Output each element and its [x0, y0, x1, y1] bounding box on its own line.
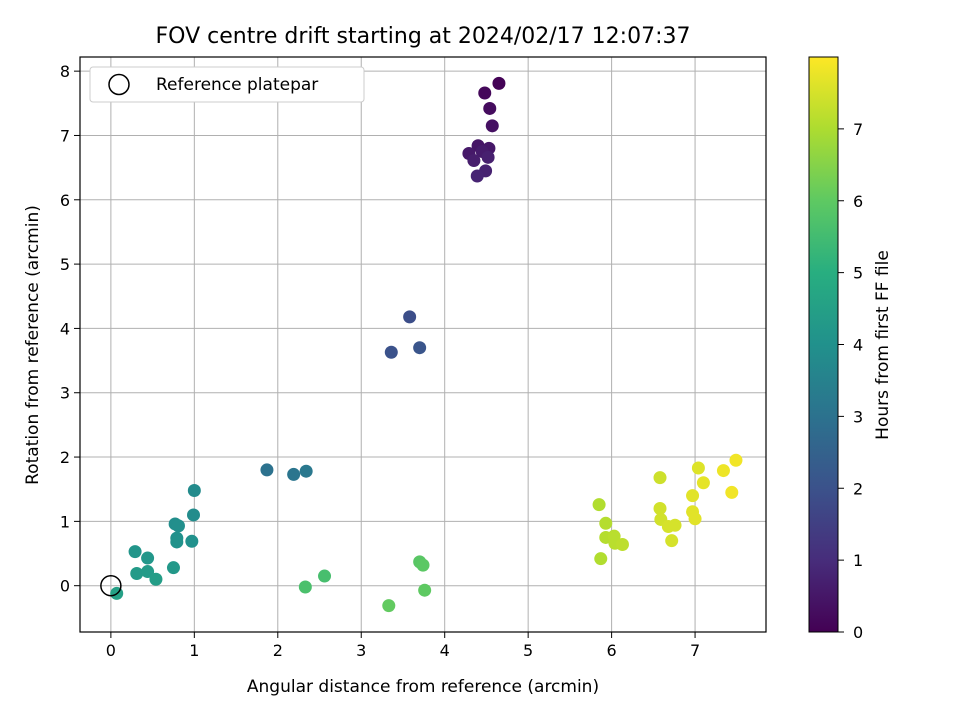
data-point — [665, 534, 679, 548]
data-point — [485, 119, 499, 133]
data-point — [141, 565, 155, 579]
data-point — [696, 476, 710, 490]
colorbar-gradient — [808, 56, 839, 633]
y-tick-label: 1 — [60, 512, 70, 531]
y-tick-label: 6 — [60, 191, 70, 210]
x-axis-label: Angular distance from reference (arcmin) — [247, 677, 599, 697]
colorbar-tick-label: 3 — [853, 407, 863, 426]
colorbar-tick-label: 6 — [853, 192, 863, 211]
data-point — [483, 101, 497, 115]
legend: Reference platepar — [89, 66, 365, 103]
y-axis-ticks: 0 1 2 3 4 5 6 7 8 — [60, 62, 80, 596]
data-point — [130, 566, 144, 580]
y-tick-label: 2 — [60, 448, 70, 467]
y-tick-label: 4 — [60, 319, 70, 338]
colorbar-tick-label: 4 — [853, 336, 863, 355]
x-tick-label: 4 — [440, 641, 450, 660]
data-point — [492, 76, 506, 90]
data-point — [615, 538, 629, 552]
colorbar-tick-label: 2 — [853, 479, 863, 498]
data-point — [187, 484, 201, 498]
data-point — [382, 599, 396, 613]
colorbar-tick-label: 0 — [853, 623, 863, 642]
y-tick-label: 3 — [60, 384, 70, 403]
reference-point-marker — [100, 574, 122, 597]
y-tick-label: 7 — [60, 126, 70, 145]
data-point — [384, 345, 398, 359]
colorbar-label: Hours from first FF file — [873, 250, 893, 440]
data-point — [185, 534, 199, 548]
data-point — [729, 453, 743, 467]
data-point — [653, 502, 667, 516]
data-point — [470, 169, 484, 183]
y-tick-label: 0 — [60, 577, 70, 596]
data-point — [481, 150, 495, 164]
colorbar-tick-label: 5 — [853, 264, 863, 283]
legend-marker-icon — [108, 73, 130, 96]
data-point — [166, 561, 180, 575]
data-point — [171, 519, 185, 533]
data-point — [599, 516, 613, 530]
x-tick-label: 6 — [607, 641, 617, 660]
colorbar-tick-label: 7 — [853, 120, 863, 139]
y-tick-label: 5 — [60, 255, 70, 274]
y-axis-label: Rotation from reference (arcmin) — [23, 205, 43, 485]
y-tick-label: 8 — [60, 62, 70, 81]
data-point — [716, 464, 730, 478]
data-point — [318, 569, 332, 583]
data-point — [186, 508, 200, 522]
colorbar: 0 1 2 3 4 5 6 7 Hours from first FF file — [808, 56, 893, 642]
x-tick-label: 0 — [106, 641, 116, 660]
data-point — [668, 518, 682, 532]
data-point — [418, 583, 432, 597]
data-point — [287, 467, 301, 481]
data-point — [467, 154, 481, 168]
data-point — [141, 551, 155, 565]
plot-frame — [79, 56, 767, 633]
data-point — [686, 489, 700, 503]
x-axis-ticks: 0 1 2 3 4 5 6 7 — [106, 632, 700, 660]
colorbar-tick-label: 1 — [853, 551, 863, 570]
data-point — [594, 552, 608, 566]
data-point — [592, 498, 606, 512]
data-point — [653, 471, 667, 485]
data-point — [260, 463, 274, 477]
legend-box — [89, 66, 365, 103]
data-point — [688, 512, 702, 526]
x-tick-label: 3 — [356, 641, 366, 660]
data-point — [128, 545, 142, 559]
x-tick-label: 5 — [523, 641, 533, 660]
data-point — [149, 572, 163, 586]
data-point — [170, 535, 184, 549]
data-point — [298, 580, 312, 594]
data-point — [478, 86, 492, 100]
data-point — [299, 464, 313, 478]
data-point — [403, 310, 417, 324]
x-tick-label: 1 — [189, 641, 199, 660]
data-point — [413, 341, 427, 355]
legend-entry: Reference platepar — [156, 75, 318, 95]
data-points — [100, 76, 743, 613]
grid-lines — [80, 57, 766, 632]
data-point — [416, 558, 430, 572]
data-point — [725, 485, 739, 499]
chart-title: FOV centre drift starting at 2024/02/17 … — [156, 24, 691, 49]
x-tick-label: 7 — [690, 641, 700, 660]
data-point — [691, 461, 705, 475]
colorbar-ticks: 0 1 2 3 4 5 6 7 — [838, 120, 863, 642]
x-tick-label: 2 — [273, 641, 283, 660]
